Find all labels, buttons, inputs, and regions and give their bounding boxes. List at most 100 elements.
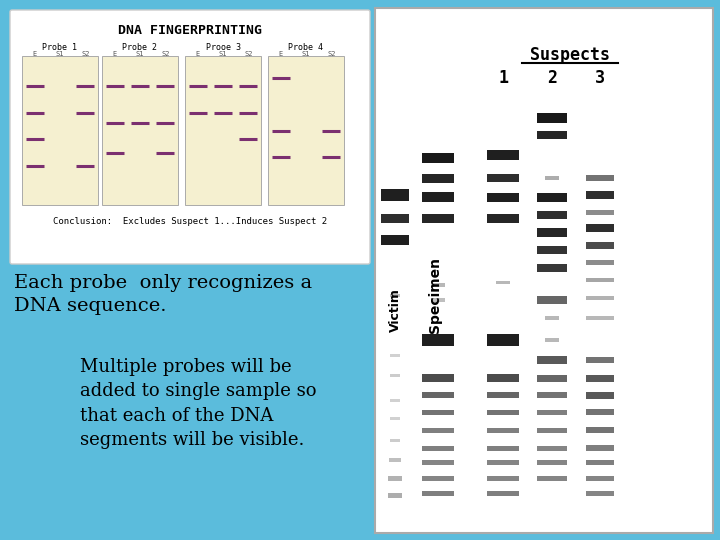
Text: S2: S2 [327,51,336,57]
Bar [537,446,567,450]
Bar [487,374,519,382]
Bar [422,409,454,415]
Text: S1: S1 [136,51,144,57]
Text: S2: S2 [161,51,170,57]
Bar [487,334,519,346]
Bar [422,476,454,481]
Bar [388,476,402,481]
Text: Probe 1: Probe 1 [42,44,78,52]
Text: DNA FINGERPRINTING: DNA FINGERPRINTING [118,24,262,37]
Bar [545,338,559,342]
Bar [496,280,510,284]
Bar [586,241,614,248]
Bar [487,490,519,496]
Bar [381,213,409,222]
Bar [388,492,402,497]
Bar [422,428,454,433]
Text: S1: S1 [219,51,228,57]
Text: S1: S1 [302,51,310,57]
Bar [586,278,614,282]
Text: Probe 4: Probe 4 [289,44,323,52]
Bar [537,131,567,139]
Bar [390,294,400,296]
Text: 2: 2 [547,69,557,87]
Text: 1: 1 [498,69,508,87]
Text: Specimen: Specimen [428,257,442,333]
Bar [390,416,400,420]
Bar [422,192,454,202]
Text: Conclusion:  Excludes Suspect 1...Induces Suspect 2: Conclusion: Excludes Suspect 1...Induces… [53,218,327,226]
Bar [422,374,454,382]
Text: 3: 3 [595,69,605,87]
Bar [487,392,519,398]
Bar [381,189,409,201]
Bar [268,56,344,205]
Bar [586,191,614,199]
Bar [537,460,567,464]
Bar [537,375,567,381]
Bar [390,354,400,356]
Bar [487,174,519,182]
Bar [431,283,445,287]
Text: S2: S2 [81,51,89,57]
Text: Multiple probes will be
added to single sample so
that each of the DNA
segments : Multiple probes will be added to single … [80,358,317,449]
Text: E: E [279,51,283,57]
Bar [586,375,614,381]
Text: E: E [32,51,37,57]
Bar [389,458,401,462]
Bar [390,374,400,376]
Text: Suspects: Suspects [530,46,610,64]
Bar [537,113,567,123]
Bar [537,356,567,364]
Bar [586,296,614,300]
Bar [185,56,261,205]
Text: E: E [196,51,199,57]
Bar [586,316,614,320]
Text: S1: S1 [55,51,64,57]
Bar [537,211,567,219]
Bar [422,334,454,346]
Bar [487,428,519,433]
Bar [586,357,614,363]
Text: Prooe 3: Prooe 3 [205,44,240,52]
Text: Victim: Victim [389,288,402,332]
Bar [422,173,454,183]
Bar [487,213,519,222]
Bar [487,192,519,201]
Bar [545,316,559,320]
Bar [102,56,178,205]
Bar [537,409,567,415]
FancyBboxPatch shape [10,10,370,264]
Bar [422,153,454,163]
Bar [586,392,614,399]
Bar [586,175,614,181]
Bar [586,409,614,415]
Bar [487,446,519,450]
Bar [545,176,559,180]
Bar [586,260,614,265]
Bar [586,490,614,496]
Bar [586,427,614,433]
Bar [586,210,614,214]
Bar [537,296,567,304]
Bar [390,399,400,402]
Bar [22,56,98,205]
Bar [537,227,567,237]
Bar [431,298,445,302]
Bar [422,446,454,450]
Bar [422,213,454,222]
Bar [537,428,567,433]
Text: Each probe  only recognizes a
DNA sequence.: Each probe only recognizes a DNA sequenc… [14,274,312,315]
Text: Probe 2: Probe 2 [122,44,158,52]
Bar [537,246,567,254]
Bar [586,445,614,451]
Bar [537,192,567,201]
Bar [422,490,454,496]
Bar [422,460,454,464]
Bar [487,409,519,415]
Bar [487,150,519,160]
Text: E: E [112,51,117,57]
Bar [487,460,519,464]
Bar [537,476,567,481]
Bar [381,235,409,245]
